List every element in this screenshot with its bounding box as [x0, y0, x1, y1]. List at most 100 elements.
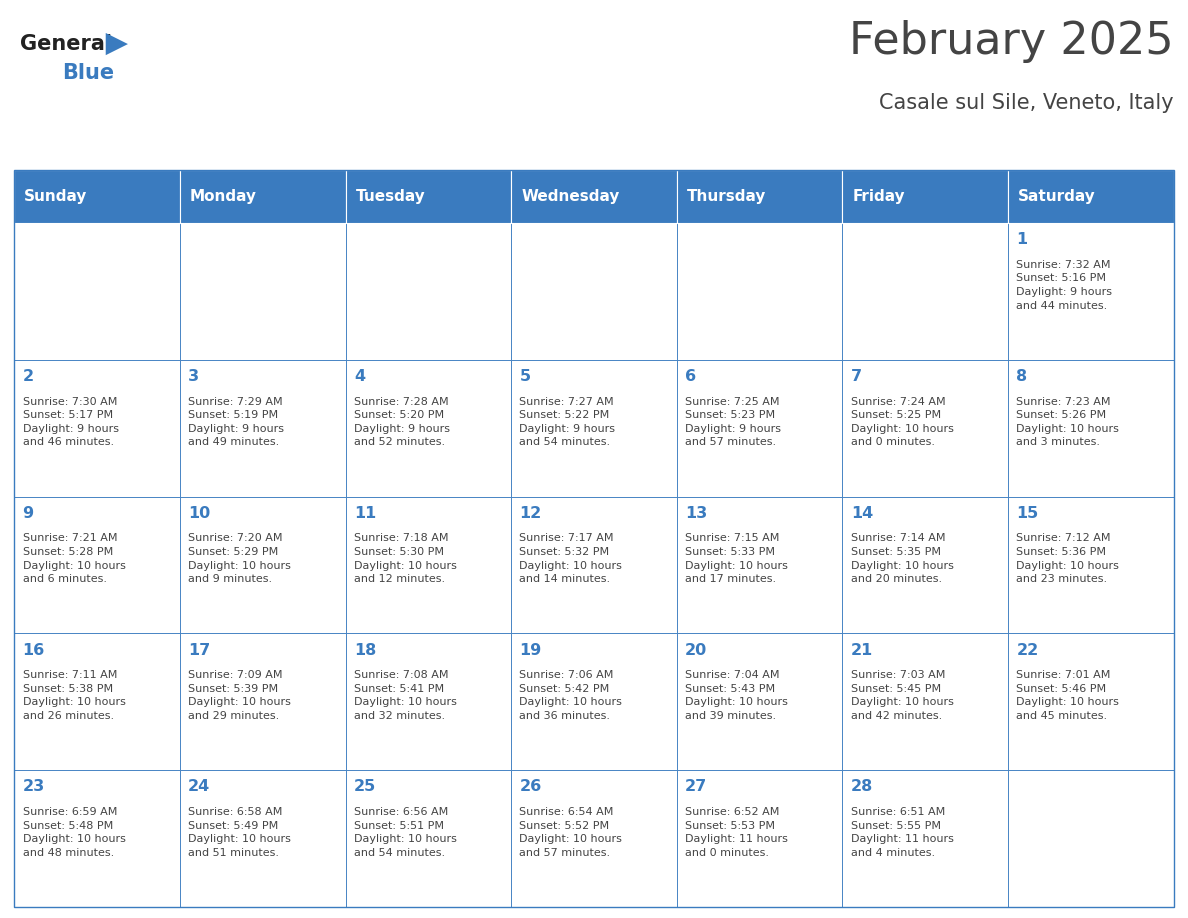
Bar	[14, 770, 179, 907]
Text: Sunrise: 7:28 AM
Sunset: 5:20 PM
Daylight: 9 hours
and 52 minutes.: Sunrise: 7:28 AM Sunset: 5:20 PM Dayligh…	[354, 397, 450, 447]
Text: Sunrise: 7:24 AM
Sunset: 5:25 PM
Daylight: 10 hours
and 0 minutes.: Sunrise: 7:24 AM Sunset: 5:25 PM Dayligh…	[851, 397, 954, 447]
Text: Sunrise: 7:27 AM
Sunset: 5:22 PM
Daylight: 9 hours
and 54 minutes.: Sunrise: 7:27 AM Sunset: 5:22 PM Dayligh…	[519, 397, 615, 447]
Bar	[179, 633, 346, 770]
Text: Tuesday: Tuesday	[355, 189, 425, 204]
Text: Sunrise: 7:32 AM
Sunset: 5:16 PM
Daylight: 9 hours
and 44 minutes.: Sunrise: 7:32 AM Sunset: 5:16 PM Dayligh…	[1017, 260, 1112, 310]
Text: Sunrise: 7:01 AM
Sunset: 5:46 PM
Daylight: 10 hours
and 45 minutes.: Sunrise: 7:01 AM Sunset: 5:46 PM Dayligh…	[1017, 670, 1119, 721]
Text: 27: 27	[685, 779, 707, 794]
Bar	[511, 170, 677, 223]
Bar	[179, 497, 346, 633]
Bar	[511, 223, 677, 360]
Text: Sunday: Sunday	[24, 189, 88, 204]
Bar	[14, 170, 179, 223]
Bar	[677, 770, 842, 907]
Text: Sunrise: 7:17 AM
Sunset: 5:32 PM
Daylight: 10 hours
and 14 minutes.: Sunrise: 7:17 AM Sunset: 5:32 PM Dayligh…	[519, 533, 623, 584]
Text: 26: 26	[519, 779, 542, 794]
Bar	[1009, 497, 1174, 633]
Text: Sunrise: 7:11 AM
Sunset: 5:38 PM
Daylight: 10 hours
and 26 minutes.: Sunrise: 7:11 AM Sunset: 5:38 PM Dayligh…	[23, 670, 126, 721]
Text: 6: 6	[685, 369, 696, 384]
Text: Thursday: Thursday	[687, 189, 766, 204]
Bar	[346, 223, 511, 360]
Text: 24: 24	[188, 779, 210, 794]
Text: Sunrise: 7:04 AM
Sunset: 5:43 PM
Daylight: 10 hours
and 39 minutes.: Sunrise: 7:04 AM Sunset: 5:43 PM Dayligh…	[685, 670, 788, 721]
Text: Sunrise: 6:59 AM
Sunset: 5:48 PM
Daylight: 10 hours
and 48 minutes.: Sunrise: 6:59 AM Sunset: 5:48 PM Dayligh…	[23, 807, 126, 857]
Text: Sunrise: 7:03 AM
Sunset: 5:45 PM
Daylight: 10 hours
and 42 minutes.: Sunrise: 7:03 AM Sunset: 5:45 PM Dayligh…	[851, 670, 954, 721]
Bar	[14, 360, 179, 497]
Text: Sunrise: 7:21 AM
Sunset: 5:28 PM
Daylight: 10 hours
and 6 minutes.: Sunrise: 7:21 AM Sunset: 5:28 PM Dayligh…	[23, 533, 126, 584]
Bar	[179, 170, 346, 223]
Bar	[346, 360, 511, 497]
Text: Sunrise: 7:15 AM
Sunset: 5:33 PM
Daylight: 10 hours
and 17 minutes.: Sunrise: 7:15 AM Sunset: 5:33 PM Dayligh…	[685, 533, 788, 584]
Text: Sunrise: 7:25 AM
Sunset: 5:23 PM
Daylight: 9 hours
and 57 minutes.: Sunrise: 7:25 AM Sunset: 5:23 PM Dayligh…	[685, 397, 781, 447]
Bar	[179, 223, 346, 360]
Text: 5: 5	[519, 369, 531, 384]
Text: 28: 28	[851, 779, 873, 794]
Bar	[1009, 360, 1174, 497]
Text: Friday: Friday	[853, 189, 905, 204]
Text: 3: 3	[188, 369, 200, 384]
Bar	[511, 497, 677, 633]
Text: Sunrise: 7:14 AM
Sunset: 5:35 PM
Daylight: 10 hours
and 20 minutes.: Sunrise: 7:14 AM Sunset: 5:35 PM Dayligh…	[851, 533, 954, 584]
Text: 21: 21	[851, 643, 873, 657]
Bar	[842, 770, 1009, 907]
Text: Sunrise: 6:54 AM
Sunset: 5:52 PM
Daylight: 10 hours
and 57 minutes.: Sunrise: 6:54 AM Sunset: 5:52 PM Dayligh…	[519, 807, 623, 857]
Bar	[511, 770, 677, 907]
Bar	[842, 360, 1009, 497]
Text: Sunrise: 7:18 AM
Sunset: 5:30 PM
Daylight: 10 hours
and 12 minutes.: Sunrise: 7:18 AM Sunset: 5:30 PM Dayligh…	[354, 533, 456, 584]
Text: 20: 20	[685, 643, 707, 657]
Text: Wednesday: Wednesday	[522, 189, 619, 204]
Text: Blue: Blue	[62, 63, 114, 84]
Bar	[842, 497, 1009, 633]
Bar	[346, 633, 511, 770]
Text: 14: 14	[851, 506, 873, 521]
Text: Sunrise: 7:06 AM
Sunset: 5:42 PM
Daylight: 10 hours
and 36 minutes.: Sunrise: 7:06 AM Sunset: 5:42 PM Dayligh…	[519, 670, 623, 721]
Bar	[346, 170, 511, 223]
Text: Sunrise: 7:23 AM
Sunset: 5:26 PM
Daylight: 10 hours
and 3 minutes.: Sunrise: 7:23 AM Sunset: 5:26 PM Dayligh…	[1017, 397, 1119, 447]
Bar	[511, 633, 677, 770]
Text: Sunrise: 6:52 AM
Sunset: 5:53 PM
Daylight: 11 hours
and 0 minutes.: Sunrise: 6:52 AM Sunset: 5:53 PM Dayligh…	[685, 807, 788, 857]
Text: 16: 16	[23, 643, 45, 657]
Text: 18: 18	[354, 643, 377, 657]
Bar	[677, 170, 842, 223]
Text: 4: 4	[354, 369, 365, 384]
Bar	[842, 633, 1009, 770]
Text: 7: 7	[851, 369, 861, 384]
Bar	[346, 770, 511, 907]
Text: 8: 8	[1017, 369, 1028, 384]
Text: 12: 12	[519, 506, 542, 521]
Text: Casale sul Sile, Veneto, Italy: Casale sul Sile, Veneto, Italy	[879, 93, 1174, 113]
Text: 17: 17	[188, 643, 210, 657]
Text: 25: 25	[354, 779, 377, 794]
Text: 15: 15	[1017, 506, 1038, 521]
Text: Sunrise: 7:29 AM
Sunset: 5:19 PM
Daylight: 9 hours
and 49 minutes.: Sunrise: 7:29 AM Sunset: 5:19 PM Dayligh…	[188, 397, 284, 447]
Bar	[842, 223, 1009, 360]
Text: General: General	[20, 34, 112, 54]
Bar	[1009, 770, 1174, 907]
Bar	[346, 497, 511, 633]
Text: 1: 1	[1017, 232, 1028, 247]
Bar	[1009, 170, 1174, 223]
Text: 22: 22	[1017, 643, 1038, 657]
Text: Sunrise: 7:20 AM
Sunset: 5:29 PM
Daylight: 10 hours
and 9 minutes.: Sunrise: 7:20 AM Sunset: 5:29 PM Dayligh…	[188, 533, 291, 584]
Text: Monday: Monday	[190, 189, 257, 204]
Bar	[842, 170, 1009, 223]
Bar	[14, 170, 1174, 907]
Bar	[1009, 633, 1174, 770]
Bar	[14, 633, 179, 770]
Bar	[1009, 223, 1174, 360]
Polygon shape	[106, 33, 128, 55]
Text: 13: 13	[685, 506, 707, 521]
Bar	[14, 223, 179, 360]
Text: 19: 19	[519, 643, 542, 657]
Text: February 2025: February 2025	[849, 20, 1174, 62]
Bar	[14, 497, 179, 633]
Bar	[179, 360, 346, 497]
Text: 11: 11	[354, 506, 377, 521]
Text: 10: 10	[188, 506, 210, 521]
Bar	[677, 360, 842, 497]
Bar	[677, 223, 842, 360]
Text: Sunrise: 6:56 AM
Sunset: 5:51 PM
Daylight: 10 hours
and 54 minutes.: Sunrise: 6:56 AM Sunset: 5:51 PM Dayligh…	[354, 807, 456, 857]
Bar	[511, 360, 677, 497]
Text: 2: 2	[23, 369, 33, 384]
Text: Sunrise: 7:09 AM
Sunset: 5:39 PM
Daylight: 10 hours
and 29 minutes.: Sunrise: 7:09 AM Sunset: 5:39 PM Dayligh…	[188, 670, 291, 721]
